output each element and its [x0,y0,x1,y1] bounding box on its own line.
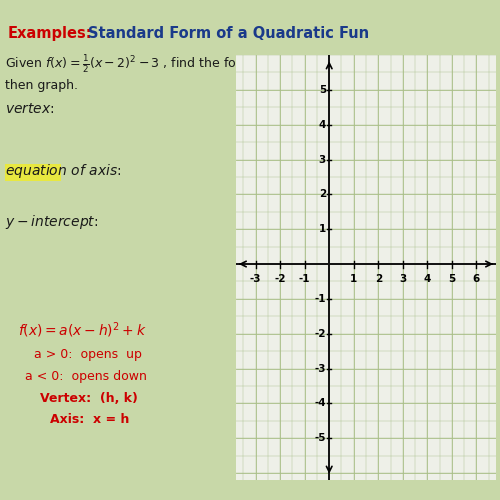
Text: 4: 4 [424,274,431,284]
Text: then graph.: then graph. [5,79,78,92]
Text: $\it{vertex}$:: $\it{vertex}$: [5,102,54,116]
Text: 4: 4 [318,120,326,130]
Text: -3: -3 [250,274,262,284]
Text: Examples:: Examples: [8,26,92,41]
FancyBboxPatch shape [5,164,61,181]
Text: Axis:  x = h: Axis: x = h [50,414,130,426]
Text: 6: 6 [473,274,480,284]
Text: 2: 2 [319,190,326,200]
Text: -4: -4 [314,398,326,408]
Text: Standard Form of a Quadratic Fun: Standard Form of a Quadratic Fun [88,26,369,41]
Text: 1: 1 [350,274,358,284]
Text: -3: -3 [314,364,326,374]
Text: a > 0:  opens  up: a > 0: opens up [34,348,142,362]
Text: Vertex:  (h, k): Vertex: (h, k) [40,392,138,404]
Text: 1: 1 [319,224,326,234]
Text: 3: 3 [319,154,326,164]
Text: 5: 5 [448,274,456,284]
Text: Given $f(x) = \frac{1}{2}(x-2)^2 - 3$ , find the following a: Given $f(x) = \frac{1}{2}(x-2)^2 - 3$ , … [5,54,292,76]
Text: -1: -1 [299,274,310,284]
Text: -2: -2 [314,328,326,338]
Text: 3: 3 [399,274,406,284]
Text: $\it{equation\ of\ axis}$:: $\it{equation\ of\ axis}$: [5,162,121,180]
Text: a < 0:  opens down: a < 0: opens down [25,370,147,383]
Text: -2: -2 [274,274,286,284]
Text: -5: -5 [314,433,326,443]
Text: $\it{y} - \it{intercept}$:: $\it{y} - \it{intercept}$: [5,212,98,230]
Text: $\it{f(x) = a(x-h)^2 + k}$: $\it{f(x) = a(x-h)^2 + k}$ [18,321,146,340]
Text: -1: -1 [314,294,326,304]
Text: 5: 5 [319,85,326,95]
Text: 2: 2 [374,274,382,284]
